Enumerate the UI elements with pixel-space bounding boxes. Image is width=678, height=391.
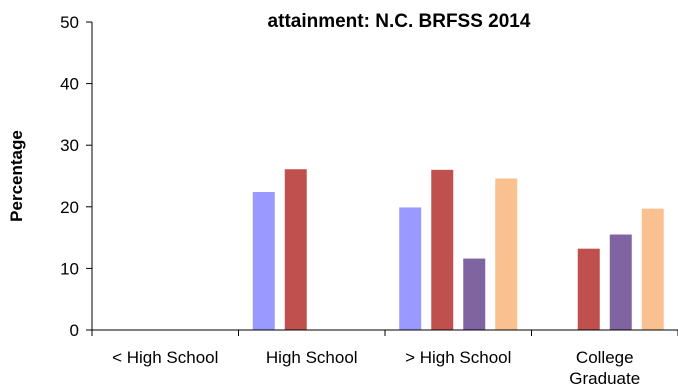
bar [399,207,422,330]
y-tick-label: 0 [70,321,79,340]
bar [431,169,454,330]
y-axis-label: Percentage [7,130,26,222]
x-axis-ticks: < High School High School > High School Col… [91,330,678,388]
chart-title: attainment: N.C. BRFSS 2014 [268,11,531,32]
y-tick-label: 20 [60,198,79,217]
x-tick-label: > High School [405,348,511,367]
bar [609,234,632,330]
bar [284,169,307,330]
x-tick-label: College [576,348,634,367]
y-axis-ticks: 0 10 20 30 40 50 [60,13,92,340]
bar [463,258,486,330]
chart-title-line: attainment: N.C. BRFSS 2014 [268,11,531,32]
y-tick-label: 10 [60,259,79,278]
y-tick-label: 50 [60,13,79,32]
bars [252,169,664,330]
bar [495,178,518,330]
bar [252,192,275,330]
x-tick-label: Graduate [569,369,640,388]
y-tick-label: 40 [60,75,79,94]
axes [91,22,678,331]
bar [577,248,600,330]
x-tick-label: High School [266,348,358,367]
x-tick-label: < High School [112,348,218,367]
bar [641,208,664,330]
y-tick-label: 30 [60,136,79,155]
